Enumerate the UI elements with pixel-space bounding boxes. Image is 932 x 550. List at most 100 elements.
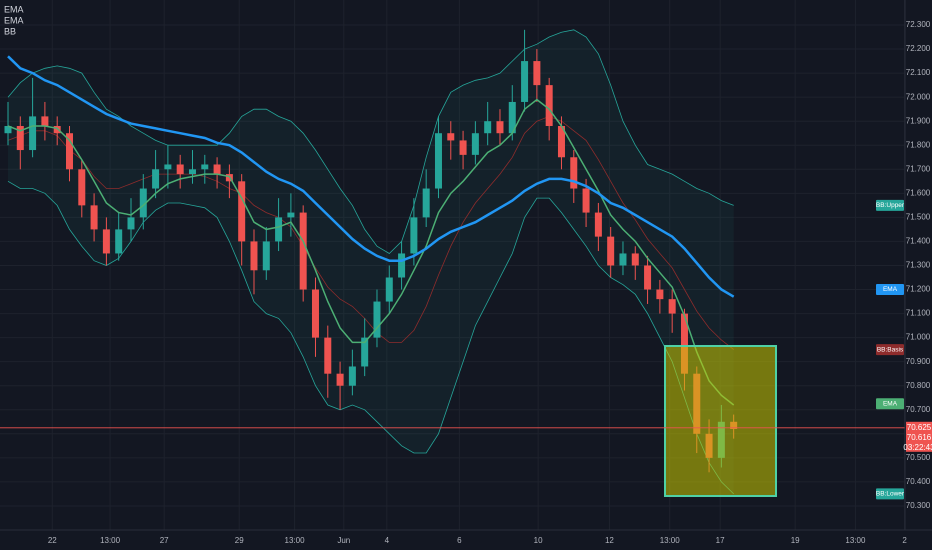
candle-body — [619, 253, 627, 266]
y-tick-label: 70.400 — [906, 477, 931, 486]
candle-body — [115, 229, 123, 254]
y-tick-label: 70.800 — [906, 381, 931, 390]
bid-label: 70.616 — [907, 433, 932, 442]
candle-body — [65, 133, 73, 170]
indicator-line — [7, 180, 734, 495]
candle-body — [188, 169, 196, 175]
indicator-line — [7, 115, 734, 350]
legend-item: EMA — [4, 15, 24, 25]
candle-body — [4, 126, 12, 134]
candle-body — [533, 61, 541, 86]
y-tick-label: 72.200 — [906, 44, 931, 53]
y-tick-label: 71.100 — [906, 309, 931, 318]
candle-body — [471, 133, 479, 155]
candle-body — [557, 126, 565, 158]
x-tick-label: 22 — [48, 536, 57, 545]
x-tick-label: 6 — [457, 536, 462, 545]
x-tick-label: 13:00 — [285, 536, 306, 545]
y-tick-label: 72.000 — [906, 92, 931, 101]
candle-body — [78, 169, 86, 206]
candle-body — [29, 116, 37, 151]
y-tick-label: 70.900 — [906, 357, 931, 366]
candle-body — [422, 188, 430, 218]
indicator-line — [7, 98, 735, 406]
candle-body — [336, 373, 344, 386]
candle-body — [607, 236, 615, 266]
x-tick-label: 19 — [791, 536, 800, 545]
candle-body — [250, 241, 258, 271]
candle-body — [594, 212, 602, 237]
candle-body — [644, 265, 652, 290]
candle-body — [201, 164, 209, 170]
candle-body — [16, 126, 24, 151]
x-tick-label: 12 — [605, 536, 614, 545]
y-tick-label: 70.700 — [906, 405, 931, 414]
candle-body — [176, 164, 184, 175]
marker-label: BB:Lower — [876, 491, 905, 498]
candle-body — [385, 277, 393, 302]
candle-body — [324, 337, 332, 374]
marker-badge — [876, 199, 904, 211]
candle-body — [668, 299, 676, 314]
marker-label: EMA — [883, 286, 898, 293]
price-badge — [906, 421, 932, 452]
x-tick-label: 13:00 — [100, 536, 121, 545]
candle-body — [496, 121, 504, 134]
x-tick-label: Jun — [337, 536, 350, 545]
x-tick-label: 2 — [902, 536, 907, 545]
indicator-line — [7, 55, 735, 298]
legend-item: BB — [4, 26, 16, 36]
candle-body — [348, 366, 356, 386]
candle-body — [213, 164, 221, 175]
marker-label: BB:Upper — [876, 202, 905, 209]
y-tick-label: 71.600 — [906, 188, 931, 197]
y-tick-label: 71.700 — [906, 164, 931, 173]
y-tick-label: 70.500 — [906, 453, 931, 462]
candle-body — [484, 121, 492, 134]
marker-badge — [876, 398, 904, 410]
candle-body — [459, 140, 467, 155]
marker-badge — [876, 284, 904, 296]
candle-body — [90, 205, 98, 230]
y-tick-label: 71.800 — [906, 140, 931, 149]
candle-body — [570, 157, 578, 189]
indicator-line — [7, 29, 734, 255]
y-tick-label: 71.000 — [906, 333, 931, 342]
candle-body — [164, 164, 172, 170]
candle-body — [410, 217, 418, 254]
candle-body — [311, 289, 319, 338]
y-tick-label: 72.100 — [906, 68, 931, 77]
y-tick-label: 71.200 — [906, 285, 931, 294]
candle-body — [262, 241, 270, 271]
y-tick-label: 72.300 — [906, 20, 931, 29]
highlight-box — [664, 345, 777, 497]
candle-body — [152, 169, 160, 189]
candle-body — [631, 253, 639, 266]
y-tick-label: 70.300 — [906, 501, 931, 510]
marker-badge — [876, 344, 904, 356]
candle-body — [53, 126, 61, 134]
y-tick-label: 71.300 — [906, 261, 931, 270]
candle-body — [41, 116, 49, 127]
y-tick-label: 71.900 — [906, 116, 931, 125]
candle-body — [238, 181, 246, 242]
band-fill — [7, 29, 734, 494]
x-tick-label: 10 — [534, 536, 543, 545]
x-tick-label: 29 — [235, 536, 244, 545]
candle-body — [287, 212, 295, 218]
legend-item: EMA — [4, 4, 24, 14]
y-tick-label: 71.500 — [906, 212, 931, 221]
marker-label: EMA — [883, 400, 898, 407]
candle-body — [521, 61, 529, 102]
x-tick-label: 4 — [385, 536, 390, 545]
candle-body — [127, 217, 135, 230]
candle-body — [398, 253, 406, 278]
x-tick-label: 17 — [716, 536, 725, 545]
candle-body — [361, 337, 369, 367]
x-tick-label: 13:00 — [660, 536, 681, 545]
marker-badge — [876, 488, 904, 500]
candle-body — [582, 188, 590, 213]
candle-body — [656, 289, 664, 300]
candle-body — [275, 217, 283, 242]
candle-body — [434, 133, 442, 189]
